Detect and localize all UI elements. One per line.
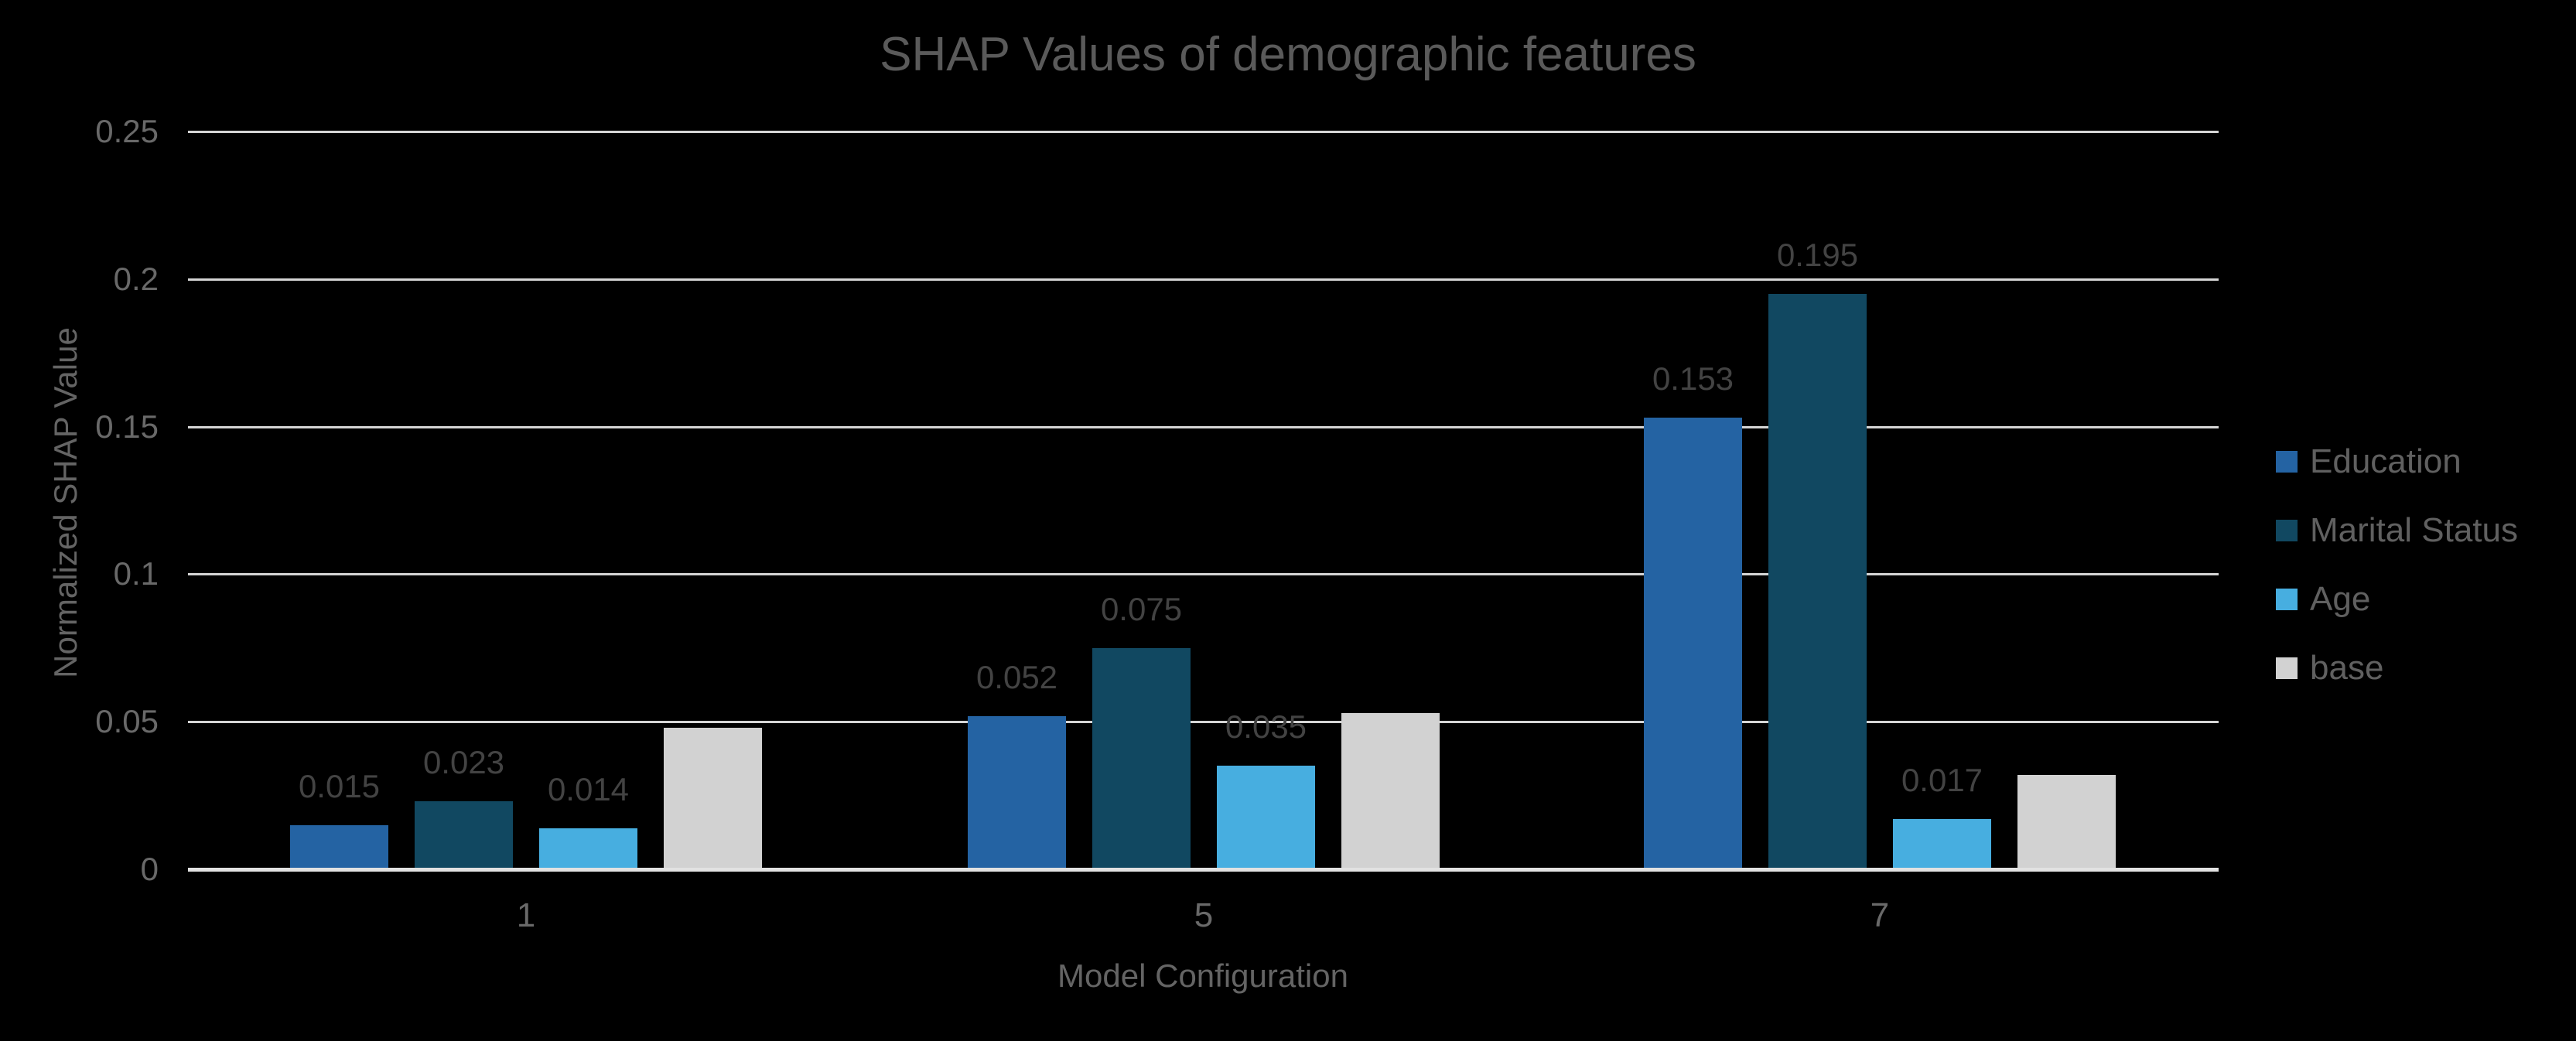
bar-education-cat-5 [968,716,1066,869]
bar-education-cat-7 [1644,418,1742,869]
x-axis-title: Model Configuration [1057,957,1348,994]
legend-item-base: base [2276,649,2518,688]
legend-item-age: Age [2276,580,2518,619]
legend-swatch-icon [2276,451,2298,473]
x-tick-label-1: 1 [516,896,536,934]
bar-value-label: 0.023 [422,744,505,780]
legend-swatch-icon [2276,657,2298,679]
bar-value-label: 0.035 [1225,708,1307,745]
x-tick-label-5: 5 [1194,896,1214,934]
bar-base-cat-7 [2017,775,2116,869]
gridline [188,131,2219,133]
gridline [188,426,2219,428]
bar-age-cat-5 [1217,766,1315,869]
gridline [188,573,2219,575]
bar-marital-status-cat-5 [1092,648,1191,869]
y-tick-label: 0.25 [95,113,159,149]
legend-label: Marital Status [2310,511,2518,549]
chart-title: SHAP Values of demographic features [880,28,1696,81]
legend-item-marital-status: Marital Status [2276,511,2518,550]
bar-value-label: 0.015 [298,768,381,804]
bar-education-cat-1 [290,825,388,869]
bar-age-cat-7 [1893,819,1991,869]
gridline [188,721,2219,723]
bar-marital-status-cat-1 [415,801,513,869]
y-tick-label: 0.15 [95,408,159,445]
x-tick-label-7: 7 [1870,896,1890,934]
y-axis-title: Normalized SHAP Value [47,327,84,678]
bar-marital-status-cat-7 [1768,294,1867,869]
bar-value-label: 0.017 [1901,762,1983,798]
bar-base-cat-5 [1341,713,1440,869]
legend-swatch-icon [2276,520,2298,541]
bar-value-label: 0.052 [975,659,1058,695]
legend-label: base [2310,649,2384,687]
y-tick-label: 0.05 [95,703,159,739]
gridline [188,278,2219,281]
bar-base-cat-1 [664,728,762,869]
legend-item-education: Education [2276,442,2518,481]
legend: Education Marital Status Age base [2276,442,2518,718]
bar-age-cat-1 [539,828,637,869]
y-tick-label: 0.1 [113,555,159,592]
legend-swatch-icon [2276,589,2298,610]
bar-value-label: 0.075 [1100,591,1183,627]
bar-value-label: 0.195 [1776,237,1859,273]
bar-value-label: 0.014 [547,771,630,807]
x-axis-line [188,868,2219,872]
bar-value-label: 0.153 [1652,360,1734,397]
legend-label: Education [2310,442,2462,480]
legend-label: Age [2310,580,2371,618]
y-tick-label: 0 [140,851,159,887]
y-tick-label: 0.2 [113,261,159,297]
